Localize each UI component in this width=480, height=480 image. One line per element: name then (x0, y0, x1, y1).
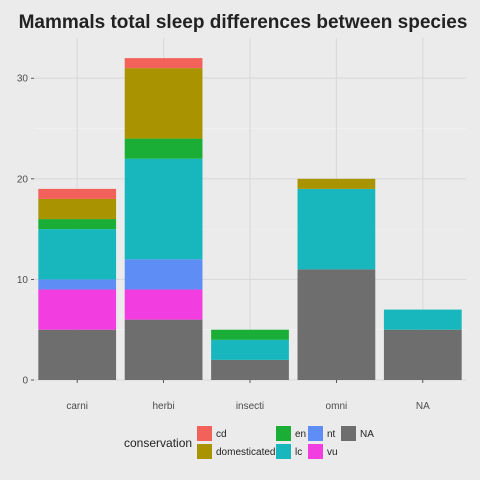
legend-key-vu (308, 444, 323, 459)
legend-label-lc: lc (295, 447, 302, 458)
legend-label-nt: nt (327, 429, 336, 440)
bar-insecti-lc (211, 339, 289, 360)
legend-label-vu: vu (327, 447, 338, 458)
bar-omni-NA (297, 269, 376, 380)
y-tick-label: 10 (17, 275, 29, 286)
legend-key-cd (197, 426, 212, 441)
x-tick-label: omni (326, 401, 348, 412)
bar-herbi-en (124, 138, 203, 159)
bar-herbi-nt (124, 259, 203, 290)
bar-omni-lc (297, 188, 376, 270)
legend-key-domesticated (197, 444, 212, 459)
legend-key-en (276, 426, 291, 441)
plot-panel (34, 38, 466, 381)
bar-herbi-vu (124, 289, 203, 320)
legend: conservation cd domesticated en lc nt vu NA (124, 426, 374, 459)
x-tick-label: NA (416, 401, 430, 412)
legend-key-NA (341, 426, 356, 441)
y-tick-label: 20 (17, 174, 29, 185)
y-tick-label: 30 (17, 74, 29, 85)
bar-carni-lc (38, 229, 117, 280)
bar-insecti-en (211, 329, 289, 340)
legend-label-cd: cd (216, 429, 227, 440)
legend-label-domesticated: domesticated (216, 447, 275, 458)
x-tick-label: carni (66, 401, 88, 412)
bar-carni-en (38, 219, 117, 230)
axes: 0 10 20 30 carni herbi insecti omni NA (17, 74, 430, 412)
bar-carni-nt (38, 279, 117, 290)
bar-herbi-lc (124, 158, 203, 260)
x-tick-label: insecti (236, 401, 264, 412)
bar-NA-lc (383, 309, 462, 330)
chart-title: Mammals total sleep differences between … (19, 12, 468, 33)
bar-omni-domesticated (297, 178, 376, 189)
bar-NA-NA (383, 329, 462, 380)
legend-label-NA: NA (360, 429, 374, 440)
y-tick-label: 0 (22, 376, 28, 387)
bar-carni-domesticated (38, 198, 117, 220)
legend-key-lc (276, 444, 291, 459)
bar-carni-cd (38, 188, 117, 199)
bar-insecti-NA (211, 359, 289, 380)
legend-key-nt (308, 426, 323, 441)
legend-label-en: en (295, 429, 306, 440)
bar-carni-NA (38, 329, 117, 380)
bar-herbi-NA (124, 319, 203, 380)
bar-herbi-domesticated (124, 68, 203, 139)
legend-title: conservation (124, 436, 192, 450)
bar-herbi-cd (124, 58, 203, 69)
bar-carni-vu (38, 289, 117, 330)
x-tick-label: herbi (152, 401, 174, 412)
